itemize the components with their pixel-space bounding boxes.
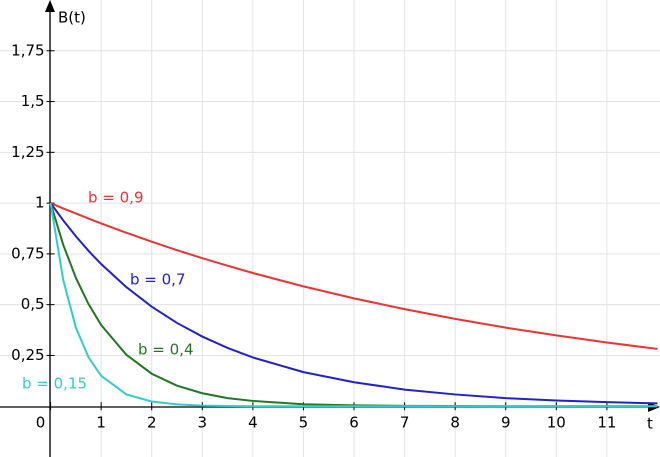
series-label: b = 0,9 xyxy=(88,189,143,207)
x-tick-label: 1 xyxy=(96,414,106,432)
series-line xyxy=(49,202,658,405)
series-label: b = 0,7 xyxy=(130,271,185,289)
x-tick-label: 11 xyxy=(597,414,616,432)
x-tick-label: 8 xyxy=(450,414,460,432)
x-tick-label: 9 xyxy=(501,414,511,432)
y-tick-label: 1,5 xyxy=(21,92,45,110)
x-tick-label: 3 xyxy=(198,414,208,432)
y-axis-arrow xyxy=(45,0,55,12)
y-tick-label: 1,25 xyxy=(11,143,44,161)
series-line xyxy=(50,202,658,350)
x-tick-label: 4 xyxy=(248,414,258,432)
x-tick-label: 0 xyxy=(36,414,46,432)
y-tick-label: 0,25 xyxy=(11,346,44,364)
series-label: b = 0,15 xyxy=(22,375,87,393)
y-tick-label: 0,75 xyxy=(11,244,44,262)
series-line xyxy=(49,202,658,408)
y-tick-label: 1 xyxy=(35,194,45,212)
x-tick-label: 7 xyxy=(400,414,410,432)
y-tick-label: 1,75 xyxy=(11,41,44,59)
x-tick-label: 10 xyxy=(547,414,566,432)
y-tick-label: 0,5 xyxy=(21,295,45,313)
x-tick-label: 6 xyxy=(349,414,359,432)
x-tick-label: 2 xyxy=(147,414,157,432)
x-axis-label: t xyxy=(647,415,653,433)
y-axis-label: B(t) xyxy=(58,9,86,27)
series-label: b = 0,4 xyxy=(138,341,193,359)
x-tick-label: 5 xyxy=(299,414,309,432)
